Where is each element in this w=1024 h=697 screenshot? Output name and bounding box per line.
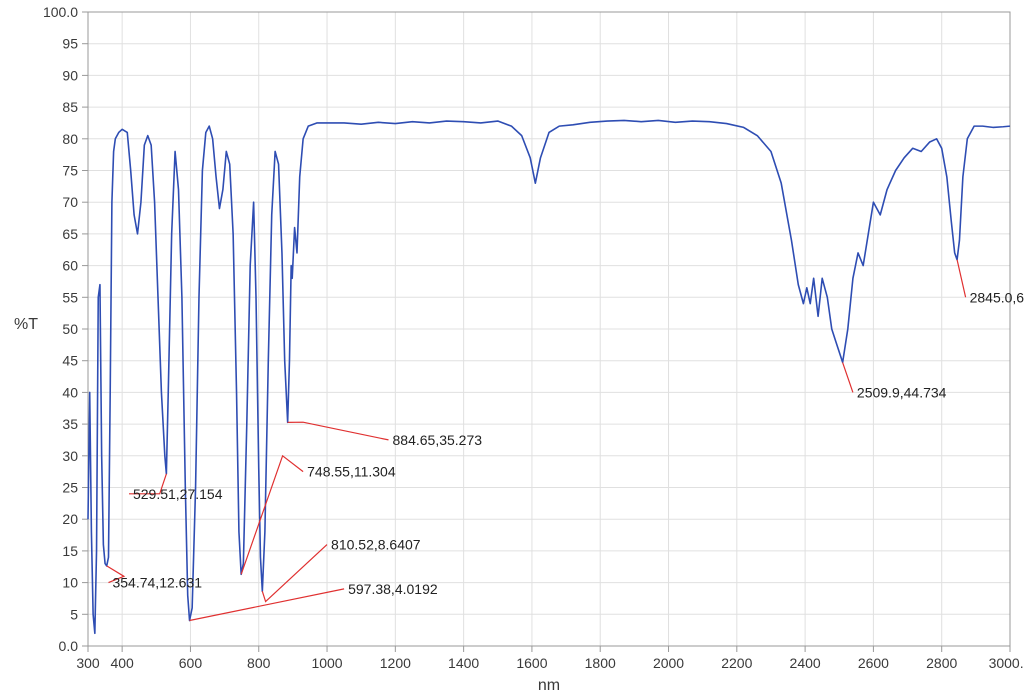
y-tick-label: 90 [62, 67, 78, 83]
chart-svg: 300 400 600 800 1000 1200 1400 1600 1800 2000 2200… [0, 0, 1024, 697]
x-tick-label: 400 [110, 655, 134, 671]
x-tick-label: 300 [76, 655, 100, 671]
y-tick-label: 80 [62, 131, 78, 147]
peak-label: 597.38,4.0192 [348, 581, 438, 597]
y-tick-label: 70 [62, 194, 78, 210]
y-tick-label: 85 [62, 99, 78, 115]
peak-label: 2845.0,60.917 [970, 289, 1024, 305]
peak-label: 354.74,12.631 [112, 575, 202, 591]
y-tick-label: 0.0 [59, 638, 79, 654]
chart-background [0, 0, 1024, 697]
peak-label: 529.51,27.154 [133, 486, 223, 502]
x-tick-label: 1200 [380, 655, 411, 671]
y-tick-label: 100.0 [43, 4, 78, 20]
y-tick-label: 10 [62, 575, 78, 591]
y-axis-label: %T [14, 316, 38, 333]
y-tick-label: 20 [62, 511, 78, 527]
x-tick-label: 2400 [790, 655, 821, 671]
peak-label: 884.65,35.273 [393, 432, 483, 448]
y-tick-label: 65 [62, 226, 78, 242]
peak-label: 748.55,11.304 [307, 464, 396, 480]
y-tick-label: 35 [62, 416, 78, 432]
x-axis-label: nm [538, 677, 560, 694]
x-tick-label: 2200 [721, 655, 752, 671]
x-tick-label: 1800 [585, 655, 616, 671]
y-tick-label: 40 [62, 384, 78, 400]
x-tick-label: 600 [179, 655, 203, 671]
x-tick-label: 2600 [858, 655, 889, 671]
y-tick-label: 50 [62, 321, 78, 337]
y-tick-label: 15 [62, 543, 78, 559]
x-tick-label: 1600 [516, 655, 547, 671]
x-tick-label: 3000.0 [989, 655, 1024, 671]
x-tick-label: 2800 [926, 655, 957, 671]
y-tick-label: 25 [62, 480, 78, 496]
y-tick-label: 30 [62, 448, 78, 464]
x-tick-label: 1400 [448, 655, 479, 671]
spectrum-chart: 300 400 600 800 1000 1200 1400 1600 1800 2000 2200… [0, 0, 1024, 697]
y-tick-label: 55 [62, 289, 78, 305]
x-tick-label: 1000 [311, 655, 342, 671]
y-tick-label: 95 [62, 36, 78, 52]
x-tick-label: 800 [247, 655, 271, 671]
y-tick-label: 45 [62, 353, 78, 369]
y-tick-label: 60 [62, 258, 78, 274]
x-tick-label: 2000 [653, 655, 684, 671]
y-tick-label: 75 [62, 163, 78, 179]
peak-label: 810.52,8.6407 [331, 537, 421, 553]
peak-label: 2509.9,44.734 [857, 384, 947, 400]
y-tick-label: 5 [70, 606, 78, 622]
